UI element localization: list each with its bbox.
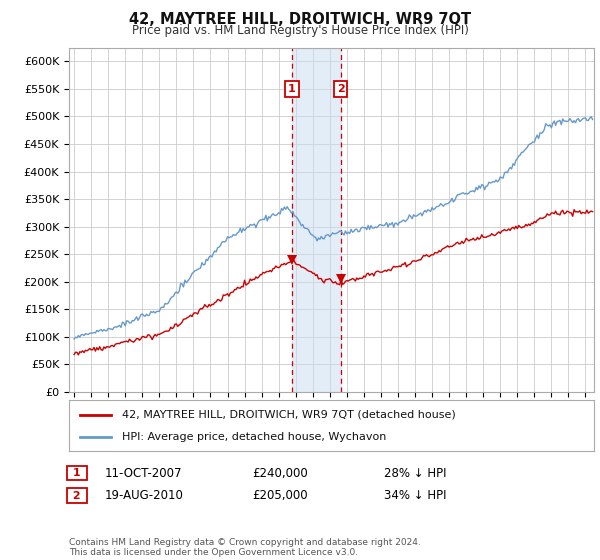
Text: 1: 1	[288, 84, 296, 94]
Text: £205,000: £205,000	[252, 489, 308, 502]
Text: 42, MAYTREE HILL, DROITWICH, WR9 7QT (detached house): 42, MAYTREE HILL, DROITWICH, WR9 7QT (de…	[121, 409, 455, 419]
Text: £240,000: £240,000	[252, 466, 308, 480]
Text: 2: 2	[337, 84, 344, 94]
Bar	[292, 48, 341, 392]
Text: Price paid vs. HM Land Registry's House Price Index (HPI): Price paid vs. HM Land Registry's House …	[131, 24, 469, 36]
Text: 2: 2	[69, 491, 85, 501]
Text: 28% ↓ HPI: 28% ↓ HPI	[384, 466, 446, 480]
Text: 1: 1	[69, 468, 85, 478]
Text: HPI: Average price, detached house, Wychavon: HPI: Average price, detached house, Wych…	[121, 432, 386, 442]
Text: 34% ↓ HPI: 34% ↓ HPI	[384, 489, 446, 502]
Text: Contains HM Land Registry data © Crown copyright and database right 2024.
This d: Contains HM Land Registry data © Crown c…	[69, 538, 421, 557]
Text: 19-AUG-2010: 19-AUG-2010	[105, 489, 184, 502]
Text: 11-OCT-2007: 11-OCT-2007	[105, 466, 182, 480]
Text: 42, MAYTREE HILL, DROITWICH, WR9 7QT: 42, MAYTREE HILL, DROITWICH, WR9 7QT	[129, 12, 471, 27]
